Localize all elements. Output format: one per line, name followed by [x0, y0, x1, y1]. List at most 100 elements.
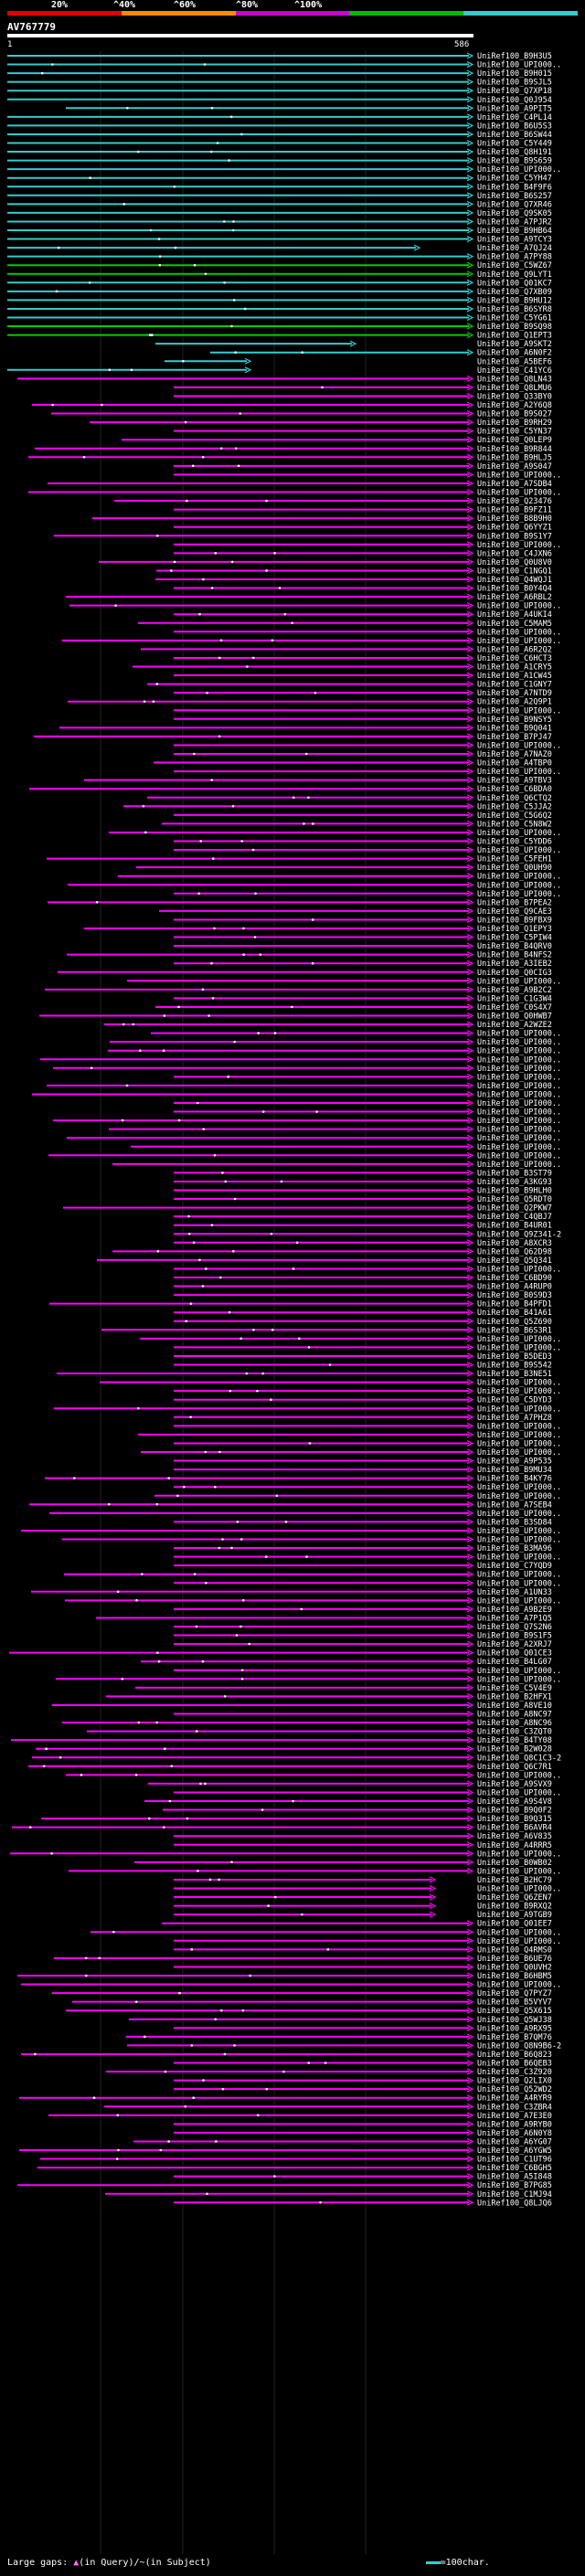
hit-arrow — [466, 1458, 474, 1465]
hit-label: UniRef100_B6U5S3 — [477, 122, 552, 131]
hit-arrow — [466, 1763, 474, 1770]
gap-marker — [223, 220, 226, 223]
gap-marker — [57, 246, 60, 249]
hit-label: UniRef100_UPI000.. — [477, 1596, 561, 1606]
hit-label: UniRef100_C6BGH5 — [477, 2164, 552, 2173]
hit-label: UniRef100_UPI000.. — [477, 1161, 561, 1170]
gap-marker — [242, 927, 245, 930]
hit-arrow — [466, 227, 474, 234]
hit-label: UniRef100_B2HFX1 — [477, 1692, 552, 1701]
hit-label: UniRef100_B4TY08 — [477, 1736, 552, 1745]
gap-marker — [328, 1363, 332, 1366]
hit-arrow — [466, 1326, 474, 1333]
hit-arrow — [466, 759, 474, 767]
gap-marker — [164, 1747, 166, 1750]
hit-label: UniRef100_Q8LMU6 — [477, 384, 552, 393]
gap-marker — [152, 700, 155, 703]
gap-marker — [218, 1878, 220, 1882]
hit-label: UniRef100_Q2LIX0 — [477, 2077, 552, 2086]
gap-marker — [142, 805, 145, 808]
gap-marker — [219, 1276, 222, 1279]
scale-label: ^40% — [113, 0, 136, 10]
gap-marker — [218, 1450, 221, 1454]
hit-label: UniRef100_B6UE76 — [477, 1955, 552, 1964]
gap-marker — [58, 1755, 62, 1759]
footer-query-text: (in Query)/ — [79, 2558, 140, 2568]
hit-arrow — [466, 113, 474, 121]
hit-arrow — [466, 332, 474, 339]
hit-arrow — [429, 1876, 437, 1883]
hit-label: UniRef100_B9MU34 — [477, 1466, 552, 1475]
hit-arrow — [466, 1535, 474, 1543]
gap-marker — [84, 1956, 88, 1960]
gap-marker — [280, 1180, 283, 1183]
hit-arrow — [466, 2156, 474, 2163]
hit-arrow — [466, 576, 474, 583]
hit-label: UniRef100_UPI000.. — [477, 1055, 561, 1065]
gap-marker — [98, 1956, 101, 1960]
gap-marker — [291, 621, 293, 625]
hit-arrow — [466, 811, 474, 819]
hit-arrow — [466, 104, 474, 111]
hit-arrow — [466, 1684, 474, 1691]
hit-arrow — [466, 428, 474, 435]
gap-marker — [187, 1214, 190, 1218]
gap-marker — [189, 1302, 193, 1305]
hit-arrow — [466, 1483, 474, 1490]
hit-arrow — [466, 1518, 474, 1525]
gap-marker — [248, 1642, 251, 1646]
hit-arrow — [466, 1859, 474, 1866]
gap-marker — [88, 281, 91, 284]
gap-marker — [211, 997, 215, 1000]
gap-marker — [168, 1799, 172, 1803]
hit-arrow — [466, 663, 474, 671]
hit-label: UniRef100_C4PL14 — [477, 113, 552, 122]
gap-marker — [134, 1774, 138, 1776]
gap-marker — [206, 691, 208, 694]
gap-marker — [155, 1721, 158, 1724]
gap-marker — [259, 953, 262, 956]
gap-marker — [190, 1948, 194, 1951]
hit-arrow — [466, 2147, 474, 2154]
hit-label: UniRef100_Q0J954 — [477, 96, 552, 105]
hit-label: UniRef100_C5V4E9 — [477, 1684, 552, 1693]
hit-arrow — [466, 1343, 474, 1351]
gap-marker — [234, 447, 238, 451]
hit-label: UniRef100_Q23476 — [477, 497, 552, 506]
hit-arrow — [466, 270, 474, 278]
gap-marker — [92, 2096, 96, 2099]
hit-arrow — [466, 96, 474, 103]
hit-label: UniRef100_A7NTD9 — [477, 689, 552, 698]
hit-label: UniRef100_UPI000.. — [477, 1343, 561, 1352]
hit-arrow — [466, 1675, 474, 1682]
hit-label: UniRef100_UPI000.. — [477, 873, 561, 882]
gap-marker — [283, 612, 287, 616]
gap-marker — [307, 796, 310, 800]
hit-arrow — [466, 1448, 474, 1456]
gap-marker — [282, 2070, 285, 2073]
hit-arrow — [466, 916, 474, 923]
hit-label: UniRef100_B9H015 — [477, 69, 552, 79]
gap-marker — [275, 1494, 279, 1498]
hit-label: UniRef100_UPI000.. — [477, 1126, 561, 1135]
hit-arrow — [466, 1579, 474, 1586]
gap-marker — [164, 2070, 167, 2073]
hit-label: UniRef100_Q2PKW7 — [477, 1204, 552, 1214]
hit-label: UniRef100_A7PJR2 — [477, 217, 552, 227]
hit-arrow — [466, 175, 474, 182]
gap-marker — [198, 612, 201, 616]
gap-marker — [174, 246, 177, 249]
hit-arrow — [466, 1370, 474, 1377]
gap-marker — [201, 1659, 205, 1663]
gap-marker — [271, 639, 274, 642]
gap-marker — [155, 1503, 159, 1506]
hit-label: UniRef100_B7QM76 — [477, 2033, 552, 2042]
gap-marker — [204, 1450, 207, 1454]
hit-label: UniRef100_C5FEH1 — [477, 855, 552, 864]
hit-label: UniRef100_UPI000.. — [477, 890, 561, 899]
gap-marker — [264, 1555, 268, 1558]
hit-arrow — [466, 1012, 474, 1020]
gap-marker — [311, 961, 314, 965]
gap-marker — [163, 1826, 165, 1829]
gap-marker — [144, 2035, 146, 2039]
